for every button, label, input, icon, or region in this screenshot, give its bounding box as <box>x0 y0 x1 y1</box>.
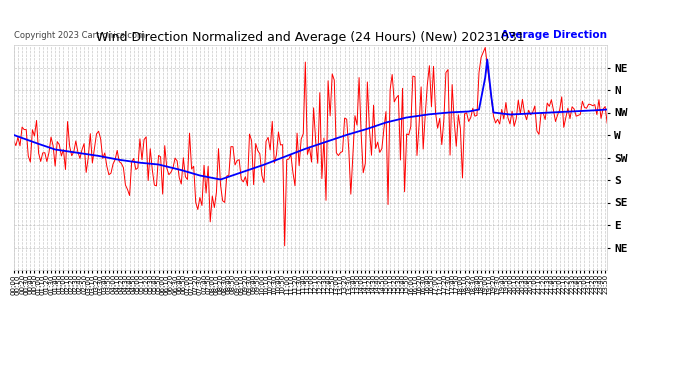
Text: Copyright 2023 Cartronics.com: Copyright 2023 Cartronics.com <box>14 32 145 40</box>
Text: Average Direction: Average Direction <box>501 30 607 40</box>
Title: Wind Direction Normalized and Average (24 Hours) (New) 20231031: Wind Direction Normalized and Average (2… <box>96 31 525 44</box>
